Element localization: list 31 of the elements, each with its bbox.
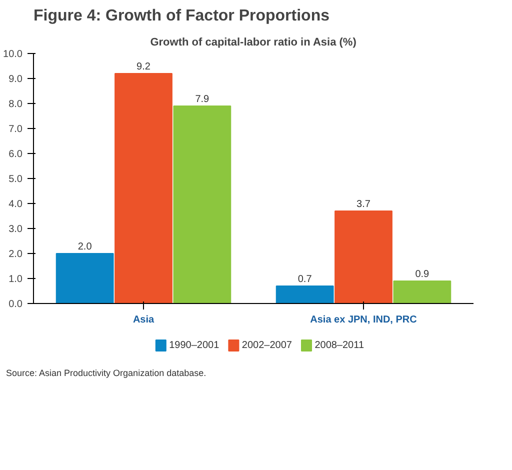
bar [173,106,232,304]
y-tick-label: 5.0 [8,174,23,185]
data-label: 0.9 [415,269,430,280]
y-tick-label: 6.0 [8,149,23,160]
y-tick-label: 8.0 [8,99,23,110]
data-label: 0.7 [298,274,312,285]
x-tick-label: Asia [132,314,154,326]
legend-label: 2002–2007 [242,340,292,351]
bar [393,280,452,304]
y-tick-label: 4.0 [8,199,23,210]
y-tick-label: 9.0 [8,74,23,85]
data-label: 2.0 [78,242,92,252]
source-note: Source: Asian Productivity Organization database. [6,367,206,380]
data-label: 3.7 [356,199,371,210]
y-tick-label: 1.0 [8,274,23,285]
y-tick-label: 0.0 [8,299,23,310]
y-tick-label: 10.0 [3,49,23,60]
x-tick-label: Asia ex JPN, IND, PRC [310,314,417,326]
chart-subtitle: Growth of capital-labor ratio in Asia (%) [150,36,357,48]
legend-label: 2008–2011 [314,340,364,351]
bar [114,73,172,304]
bar [334,210,392,304]
legend-label: 1990–2001 [169,340,220,351]
chart-title: Figure 4: Growth of Factor Proportions [34,8,330,24]
data-label: 9.2 [136,62,151,72]
bar [56,253,114,304]
data-label: 7.9 [195,94,210,105]
y-tick-label: 2.0 [8,249,23,260]
y-tick-label: 7.0 [8,124,23,135]
bar [276,286,334,304]
y-tick-label: 3.0 [8,224,23,235]
